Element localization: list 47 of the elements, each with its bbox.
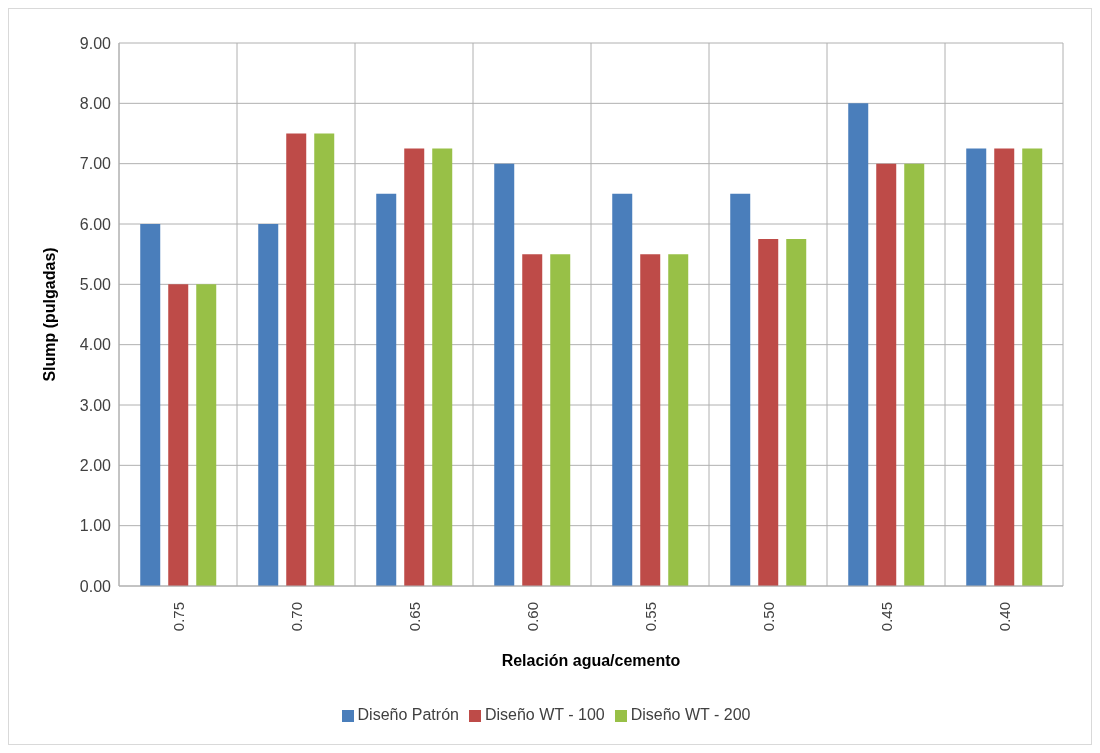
x-axis-title: Relación agua/cemento [501, 652, 681, 669]
x-tick-label: 0.55 [641, 602, 659, 632]
bar [848, 103, 869, 586]
bar [432, 148, 453, 586]
x-tick-label: 0.45 [877, 602, 895, 632]
bar [994, 148, 1015, 586]
x-tick-label: 0.60 [523, 602, 541, 632]
bar [258, 224, 279, 586]
bar [314, 133, 335, 586]
legend-label: Diseño Patrón [357, 706, 459, 723]
bar [876, 163, 897, 586]
bar [758, 239, 779, 586]
bar [730, 193, 751, 586]
bar [904, 163, 925, 586]
bar [494, 163, 515, 586]
y-tick-label: 5.00 [79, 276, 112, 294]
bar [404, 148, 425, 586]
bar [286, 133, 307, 586]
bar [168, 284, 189, 586]
y-axis-title: Slump (pulgadas) [40, 247, 58, 382]
bar [786, 239, 807, 586]
legend-label: Diseño WT - 100 [484, 706, 605, 723]
y-tick-label: 9.00 [79, 34, 112, 52]
bar [668, 254, 689, 586]
bar [196, 284, 217, 586]
bar [550, 254, 571, 586]
x-tick-label: 0.40 [995, 602, 1013, 632]
bar [1022, 148, 1043, 586]
bar [640, 254, 661, 586]
y-tick-label: 6.00 [79, 215, 112, 233]
legend-label: Diseño WT - 200 [630, 706, 751, 723]
bar [612, 193, 633, 586]
y-tick-label: 3.00 [79, 396, 112, 414]
y-tick-label: 8.00 [79, 95, 112, 113]
bar [966, 148, 987, 586]
x-tick-label: 0.70 [287, 602, 305, 632]
x-tick-label: 0.65 [405, 602, 423, 632]
y-tick-label: 2.00 [79, 457, 112, 475]
bar [140, 224, 161, 586]
y-tick-label: 0.00 [79, 577, 112, 595]
bar [376, 193, 397, 586]
y-tick-label: 1.00 [79, 517, 112, 535]
x-tick-label: 0.75 [169, 602, 187, 632]
y-tick-label: 4.00 [79, 336, 112, 354]
bar [522, 254, 543, 586]
x-tick-label: 0.50 [759, 602, 777, 632]
y-tick-label: 7.00 [79, 155, 112, 173]
